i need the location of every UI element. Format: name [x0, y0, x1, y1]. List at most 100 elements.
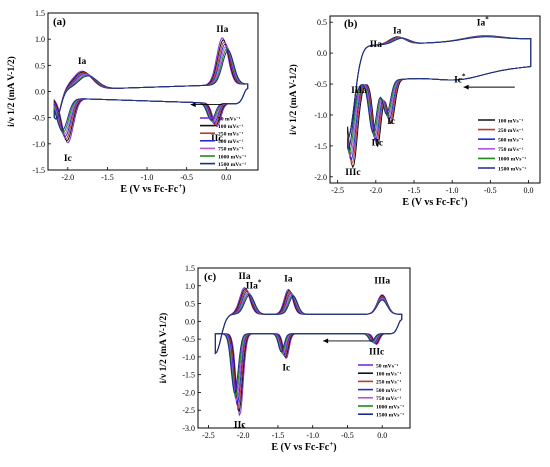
peak-label: IIc: [372, 139, 384, 149]
x-axis-title-sup: +: [329, 440, 333, 448]
legend-label: 750 mVs⁻¹: [498, 147, 524, 153]
peak-label: IIIa: [351, 86, 367, 96]
x-axis-title: E (V vs Fc-Fc+): [120, 182, 185, 195]
y-tick-label: 1.5: [35, 9, 45, 18]
y-tick-label: 0.0: [35, 88, 45, 97]
legend-label: 500 mVs⁻¹: [498, 138, 524, 144]
peak-label: Ia*: [477, 15, 489, 28]
legend-label: 1500 mVs⁻¹: [218, 162, 246, 168]
y-axis-title: i/ν 1/2 (mA V-1/2): [6, 56, 17, 127]
peak-label: IIa*: [246, 279, 262, 292]
y-tick-label: 0.5: [35, 61, 45, 70]
peak-label-sup: *: [258, 279, 262, 287]
x-axis-title: E (V vs Fc-Fc+): [271, 440, 336, 453]
x-tick-label: -0.5: [341, 431, 354, 440]
peak-label: IIIc: [369, 348, 384, 358]
legend-label: 100 mVs⁻¹: [218, 124, 244, 130]
peak-label: IIIc: [345, 168, 360, 178]
x-tick-label: -1.0: [141, 173, 154, 182]
y-tick-label: -1.5: [32, 166, 45, 175]
y-tick-label: -2.0: [182, 388, 195, 397]
peak-label: Ic*: [454, 72, 466, 85]
y-tick-label: 0.5: [317, 18, 327, 27]
panel-b: -2.5 -2.0 -1.5 -1.0 -0.5 0.0 -2.0 -1.5 -1.0 -0.5 0…: [288, 15, 541, 208]
x-tick-label: -2.5: [331, 186, 344, 195]
y-tick-label: 0.5: [185, 300, 195, 309]
peak-label: Ic: [64, 154, 72, 164]
x-tick-label: 0.0: [377, 431, 387, 440]
x-axis-title-close: ): [182, 184, 185, 195]
y-tick-label: -1.5: [314, 142, 327, 151]
peak-label-sup: *: [462, 72, 466, 80]
y-tick-label: -3.0: [182, 424, 195, 433]
legend-label: 250 mVs⁻¹: [376, 380, 402, 386]
y-tick-label: -1.5: [182, 371, 195, 380]
legend-label: 1000 mVs⁻¹: [218, 154, 246, 160]
y-axis-title: i/ν 1/2 (mA V-1/2): [288, 64, 299, 135]
y-tick-label: -2.0: [314, 173, 327, 182]
legend-label: 500 mVs⁻¹: [218, 139, 244, 145]
panel-label: (b): [344, 18, 358, 30]
peak-label: Ic: [387, 117, 395, 127]
x-axis-title-close: ): [333, 442, 336, 453]
x-tick-label: 0.0: [221, 173, 231, 182]
peak-label-sup: *: [485, 15, 489, 23]
legend-label: 1000 mVs⁻¹: [498, 157, 526, 163]
cv-curve-6: [347, 36, 532, 149]
x-axis-title-close: ): [464, 197, 467, 208]
panel-label: (c): [204, 271, 217, 283]
y-tick-label: -1.0: [32, 140, 45, 149]
peak-label: IIa: [216, 25, 228, 35]
legend-label: 500 mVs⁻¹: [376, 388, 402, 394]
legend-label: 250 mVs⁻¹: [218, 132, 244, 138]
legend-label: 50 mVs⁻¹: [218, 116, 241, 122]
plot-frame: [197, 267, 411, 429]
legend-label: 50 mVs⁻¹: [376, 363, 399, 369]
x-tick-label: -0.5: [484, 186, 497, 195]
x-axis-title-sup: +: [178, 182, 182, 190]
peak-label: IIa: [370, 40, 382, 50]
panel-c: -2.5 -2.0 -1.5 -1.0 -0.5 0.0 -3.0 -2.5 -2.0 -1.5 -…: [158, 264, 411, 453]
panel-label: (a): [53, 16, 66, 28]
legend-label: 250 mVs⁻¹: [498, 128, 524, 134]
y-tick-label: -1.0: [314, 111, 327, 120]
y-tick-label: -0.5: [32, 114, 45, 123]
peak-label: Ia: [393, 27, 402, 37]
x-axis-title: E (V vs Fc-Fc+): [402, 195, 467, 208]
legend-label: 1000 mVs⁻¹: [376, 404, 404, 410]
x-tick-label: -2.0: [237, 431, 250, 440]
x-tick-label: -0.5: [180, 173, 193, 182]
cv-curve-7: [53, 49, 249, 132]
y-axis-title: i/ν 1/2 (mA V-1/2): [158, 313, 169, 384]
x-tick-label: -2.0: [61, 173, 74, 182]
x-tick-label: -2.5: [202, 431, 215, 440]
y-tick-label: 1.5: [185, 264, 195, 273]
peak-label: Ic: [282, 364, 290, 374]
peak-label: IIc: [211, 134, 223, 144]
x-tick-label: -1.5: [272, 431, 285, 440]
legend-label: 1500 mVs⁻¹: [376, 413, 404, 419]
y-tick-label: 0.0: [317, 49, 327, 58]
legend-label: 1500 mVs⁻¹: [498, 166, 526, 172]
y-tick-label: -1.0: [182, 353, 195, 362]
peak-label: Ia: [78, 57, 87, 67]
plot-frame: [329, 15, 541, 184]
legend-label: 100 mVs⁻¹: [498, 118, 524, 124]
y-tick-label: -0.5: [182, 335, 195, 344]
scan-direction-arrowhead: [190, 102, 196, 108]
y-tick-label: -2.5: [182, 406, 195, 415]
legend-label: 100 mVs⁻¹: [376, 372, 402, 378]
cv-curve-7: [214, 294, 403, 394]
scan-direction-arrowhead: [323, 338, 329, 344]
peak-label: IIc: [234, 421, 246, 431]
peak-label: Ia: [284, 275, 293, 285]
y-tick-label: 0.0: [185, 317, 195, 326]
peak-label: IIa: [238, 272, 250, 282]
y-tick-label: 1.0: [35, 35, 45, 44]
legend-label: 750 mVs⁻¹: [376, 396, 402, 402]
y-tick-label: 1.0: [185, 282, 195, 291]
x-tick-label: -1.5: [101, 173, 114, 182]
x-tick-label: -1.0: [306, 431, 319, 440]
panel-a: -2.0 -1.5 -1.0 -0.5 0.0 -1.5 -1.0 -0.5 0.0 0.5 1.0…: [6, 9, 259, 195]
